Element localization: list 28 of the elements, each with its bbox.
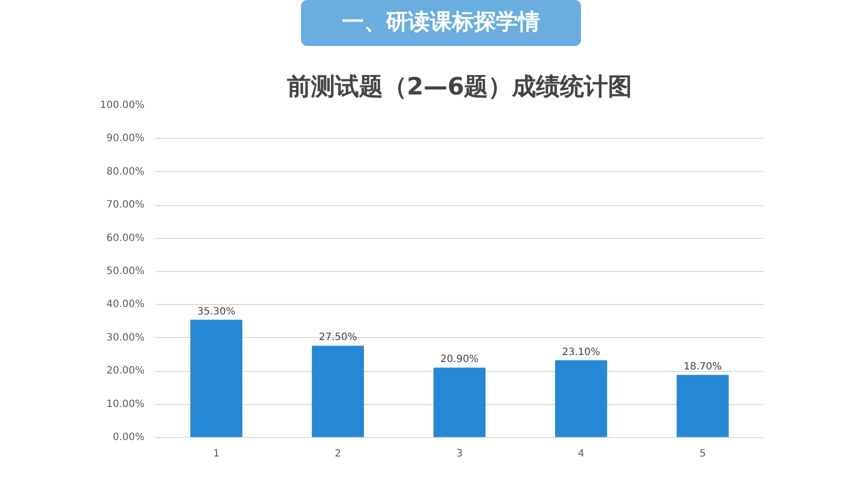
y-tick-label: 10.00% <box>106 398 145 410</box>
data-label: 27.50% <box>318 332 357 344</box>
data-label: 23.10% <box>562 346 600 358</box>
y-tick-label: 50.00% <box>106 266 145 277</box>
chart-subtitle: 一、研读课标探学情 <box>301 0 581 46</box>
y-tick-label: 30.00% <box>106 332 145 344</box>
bar <box>676 374 729 438</box>
x-tick-label: 5 <box>700 448 706 460</box>
y-tick-label: 20.00% <box>106 366 145 377</box>
y-tick-label: 60.00% <box>106 232 145 244</box>
x-tick-label: 3 <box>456 448 463 460</box>
data-label: 35.30% <box>197 306 236 318</box>
bar <box>190 320 242 438</box>
y-tick-label: 40.00% <box>106 299 145 310</box>
bar <box>433 368 486 438</box>
chart-title: 前测试题（2—6题）成绩统计图 <box>286 72 632 100</box>
y-tick-label: 0.00% <box>112 432 145 443</box>
y-tick-label: 80.00% <box>106 166 145 178</box>
bar <box>312 346 364 438</box>
y-tick-label: 90.00% <box>106 133 145 144</box>
y-tick-label: 100.00% <box>100 100 145 111</box>
data-label: 20.90% <box>440 354 479 366</box>
bar <box>555 360 608 438</box>
x-tick-label: 4 <box>578 448 584 460</box>
data-label: 18.70% <box>684 361 722 372</box>
y-tick-label: 70.00% <box>106 200 145 211</box>
x-tick-label: 1 <box>213 448 220 460</box>
x-tick-label: 2 <box>334 448 342 460</box>
